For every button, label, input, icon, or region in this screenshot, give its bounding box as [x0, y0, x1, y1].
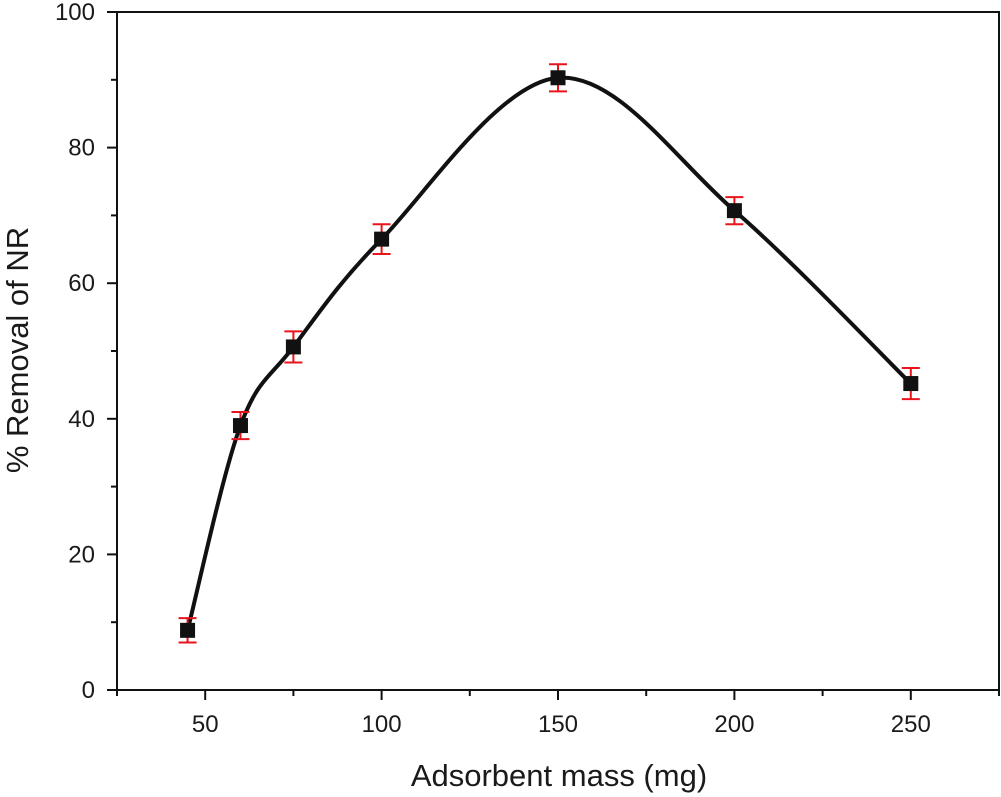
x-tick-label: 250 [891, 711, 931, 738]
data-point-marker [374, 231, 390, 247]
ticks [107, 11, 1000, 700]
x-tick-label: 150 [538, 711, 578, 738]
plot-frame [116, 11, 1000, 691]
y-axis-title: % Removal of NR [0, 227, 35, 473]
data-point-marker [180, 622, 196, 638]
data-point-marker [550, 70, 566, 86]
data-point-marker [726, 203, 742, 219]
x-tick-label: 50 [192, 711, 219, 738]
y-tick-label: 80 [68, 135, 95, 162]
y-tick-label: 60 [68, 270, 95, 297]
x-tick-label: 200 [714, 711, 754, 738]
data-point-marker [903, 376, 919, 392]
x-axis-title: Adsorbent mass (mg) [411, 758, 707, 793]
y-tick-label: 100 [55, 0, 95, 26]
axes [116, 11, 1000, 691]
markers [180, 70, 919, 638]
x-tick-label: 100 [362, 711, 402, 738]
y-tick-label: 0 [82, 677, 95, 704]
data-point-marker [285, 339, 301, 355]
data-point-marker [232, 418, 248, 434]
y-tick-label: 40 [68, 406, 95, 433]
y-tick-label: 20 [68, 541, 95, 568]
tick-labels: 50 100 150 200 250 0 20 40 60 80 100 [55, 0, 931, 738]
